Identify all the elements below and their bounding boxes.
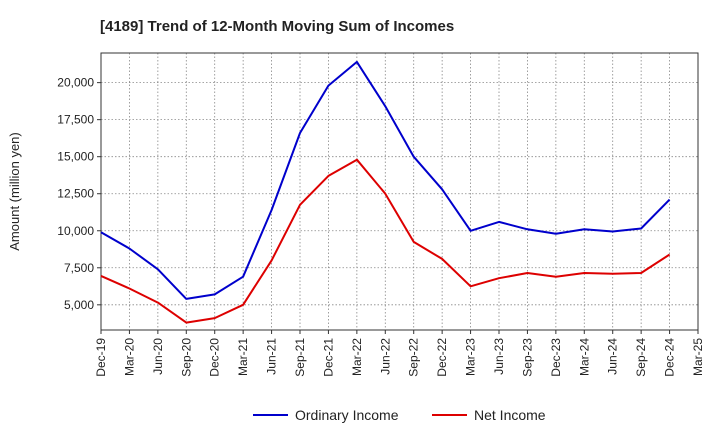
plot-frame xyxy=(100,52,699,331)
y-tick-label: 10,000 xyxy=(57,224,94,238)
x-tick-label: Jun-24 xyxy=(606,338,620,375)
x-tick-label: Jun-22 xyxy=(378,338,392,375)
x-tick-label: Mar-24 xyxy=(577,338,591,376)
x-tick-label: Dec-19 xyxy=(94,338,108,377)
series-line-ordinary-income xyxy=(100,60,671,300)
series-line-net-income xyxy=(100,158,671,324)
y-tick-label: 7,500 xyxy=(64,261,94,275)
legend-label: Ordinary Income xyxy=(295,407,399,423)
legend: Ordinary Income Net Income xyxy=(253,407,546,423)
x-tick-label: Mar-25 xyxy=(691,338,705,376)
x-tick-label: Sep-21 xyxy=(293,338,307,377)
grid xyxy=(101,53,698,330)
y-tick-label: 5,000 xyxy=(64,298,94,312)
x-tick-label: Sep-24 xyxy=(634,338,648,377)
x-tick-label: Mar-21 xyxy=(236,338,250,376)
x-tick-label: Dec-23 xyxy=(549,338,563,377)
chart-title: [4189] Trend of 12-Month Moving Sum of I… xyxy=(100,18,454,35)
x-tick-label: Sep-22 xyxy=(407,338,421,377)
x-tick-label: Jun-20 xyxy=(151,338,165,375)
x-tick-label: Sep-20 xyxy=(179,338,193,377)
y-tick-label: 12,500 xyxy=(57,187,94,201)
y-tick-label: 17,500 xyxy=(57,113,94,127)
x-tick-label: Dec-22 xyxy=(435,338,449,377)
y-axis: 5,000 7,500 10,000 12,500 15,000 17,500 20,000 xyxy=(57,76,101,312)
y-tick-label: 15,000 xyxy=(57,150,94,164)
x-tick-label: Mar-20 xyxy=(122,338,136,376)
y-tick-label: 20,000 xyxy=(57,76,94,90)
legend-label: Net Income xyxy=(474,407,546,423)
x-tick-label: Mar-23 xyxy=(464,338,478,376)
x-tick-label: Mar-22 xyxy=(350,338,364,376)
x-tick-label: Dec-20 xyxy=(208,338,222,377)
x-tick-label: Dec-21 xyxy=(321,338,335,377)
x-tick-label: Sep-23 xyxy=(520,338,534,377)
x-tick-label: Dec-24 xyxy=(663,338,677,377)
x-axis: Dec-19 Mar-20 Jun-20 Sep-20 Dec-20 Mar-21 Jun-… xyxy=(94,330,705,377)
series xyxy=(100,60,671,324)
x-tick-label: Jun-21 xyxy=(265,338,279,375)
x-tick-label: Jun-23 xyxy=(492,338,506,375)
y-axis-label: Amount (million yen) xyxy=(7,132,22,251)
